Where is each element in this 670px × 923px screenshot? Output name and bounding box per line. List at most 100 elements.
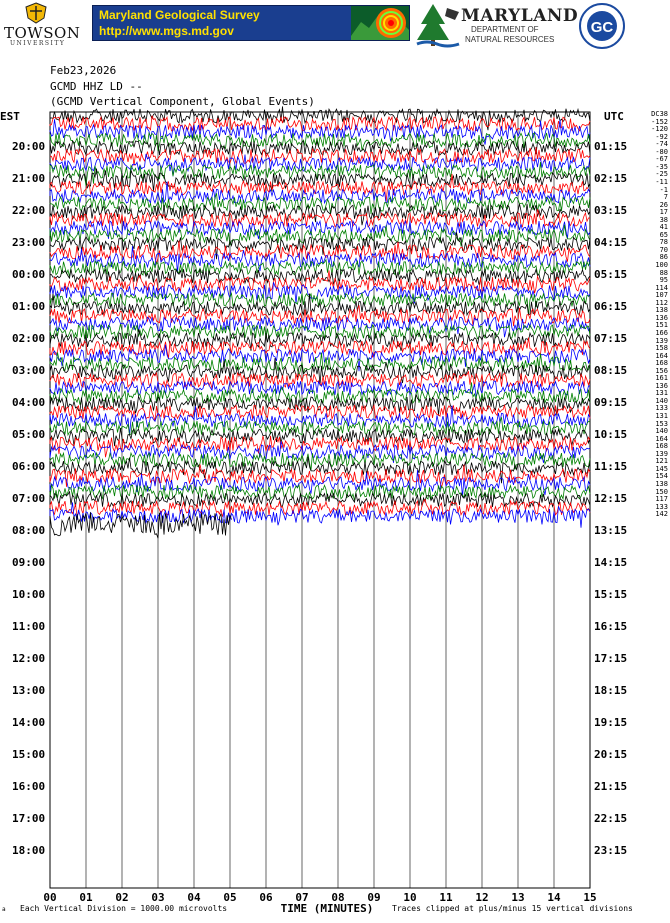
seismic-trace: [49, 483, 591, 501]
seismic-trace: [49, 498, 591, 517]
seismic-trace: [49, 427, 591, 447]
x-tick-label: 10: [403, 891, 417, 904]
seismic-trace: [49, 380, 591, 397]
utc-hour-label: 03:15: [594, 204, 628, 217]
dnr-maryland-text: MARYLAND: [461, 6, 579, 26]
towson-shield-icon: [25, 2, 47, 24]
est-hour-label: 13:00: [12, 684, 46, 697]
seismic-trace: [49, 240, 591, 265]
x-tick-label: 07: [295, 891, 309, 904]
seismic-trace: [49, 344, 591, 372]
utc-hour-label: 02:15: [594, 172, 628, 185]
trace-offset-label: 151: [655, 321, 668, 330]
garrett-college-logo[interactable]: GC: [578, 2, 626, 50]
seismic-trace: [49, 435, 591, 458]
utc-hour-label: 15:15: [594, 588, 628, 601]
towson-name: TOWSON: [4, 24, 81, 42]
trace-offset-label: 164: [655, 434, 668, 443]
seismic-trace: [49, 282, 591, 304]
seismic-trace: [49, 451, 591, 471]
seismic-trace: [49, 115, 591, 133]
x-tick-label: 06: [259, 891, 273, 904]
trace-offset-label: 138: [655, 479, 668, 488]
trace-offset-label: 138: [655, 306, 668, 315]
trace-offset-label: 7: [663, 193, 668, 202]
utc-hour-label: 13:15: [594, 524, 628, 537]
trace-offset-label: 131: [655, 412, 668, 420]
x-tick-label: 11: [439, 891, 453, 904]
utc-hour-label: 04:15: [594, 236, 628, 249]
station-label: GCMD HHZ LD --: [50, 80, 143, 93]
seismic-trace: [49, 147, 591, 166]
trace-offset-label: 100: [655, 261, 668, 269]
trace-offset-label: -11: [655, 177, 668, 186]
est-hour-label: 00:00: [12, 268, 46, 281]
seismic-trace: [49, 293, 591, 317]
trace-offset-label: 145: [655, 464, 668, 473]
est-hour-label: 16:00: [12, 780, 46, 793]
x-tick-label: 03: [151, 891, 165, 904]
trace-offset-label: 107: [655, 291, 668, 300]
trace-offset-label: 114: [655, 283, 668, 292]
towson-subtitle: UNIVERSITY: [10, 40, 66, 47]
est-axis-label: EST: [0, 110, 20, 123]
trace-offset-label: 168: [655, 359, 668, 368]
est-hour-label: 03:00: [12, 364, 46, 377]
seismic-trace: [49, 352, 591, 377]
seismic-trace: [49, 470, 591, 498]
mgs-url[interactable]: http://www.mgs.md.gov: [99, 24, 234, 38]
seismic-trace: [49, 403, 591, 422]
x-tick-label: 00: [43, 891, 57, 904]
utc-hour-label: 19:15: [594, 716, 628, 729]
trace-offset-label: 139: [655, 449, 668, 458]
seismic-trace: [49, 153, 591, 177]
seismic-trace: [49, 382, 591, 405]
trace-offset-label: -92: [655, 132, 668, 141]
est-hour-label: 22:00: [12, 204, 46, 217]
x-tick-label: 08: [331, 891, 345, 904]
x-tick-label: 14: [547, 891, 561, 904]
component-label: (GCMD Vertical Component, Global Events): [50, 95, 315, 108]
est-hour-label: 15:00: [12, 748, 46, 761]
trace-offset-label: 156: [655, 366, 668, 375]
x-tick-label: 09: [367, 891, 381, 904]
est-hour-label: 07:00: [12, 492, 46, 505]
mgs-target-icon: [351, 6, 409, 40]
seismic-trace: [49, 291, 591, 316]
x-tick-label: 05: [223, 891, 237, 904]
trace-offset-label: 133: [655, 404, 668, 413]
trace-offset-label: -74: [655, 140, 668, 149]
est-hour-label: 17:00: [12, 812, 46, 825]
utc-axis-label: UTC: [604, 110, 624, 123]
trace-offset-label: -152: [651, 117, 668, 126]
seismic-trace: [49, 203, 591, 226]
utc-hour-label: 09:15: [594, 396, 628, 409]
trace-offset-label: 95: [659, 276, 668, 285]
seismic-trace: [49, 119, 591, 145]
seismic-trace: [49, 258, 591, 277]
utc-hour-label: 12:15: [594, 492, 628, 505]
seismic-trace: [49, 394, 591, 416]
est-hour-label: 18:00: [12, 844, 46, 857]
trace-offset-label: 158: [655, 344, 668, 353]
est-hour-label: 14:00: [12, 716, 46, 729]
trace-offset-label: 70: [659, 245, 668, 254]
seismic-trace: [49, 268, 591, 285]
trace-offset-label: 153: [655, 419, 668, 428]
trace-offset-label: 136: [655, 313, 668, 322]
trace-offset-label: -67: [655, 155, 668, 164]
maryland-dnr-logo[interactable]: MARYLAND DEPARTMENT OF NATURAL RESOURCES: [415, 2, 579, 50]
trace-offset-label: DC38: [651, 110, 668, 118]
trace-offset-label: 117: [655, 495, 668, 504]
trace-offset-label: 136: [655, 381, 668, 390]
mgs-banner[interactable]: Maryland Geological Survey http://www.mg…: [92, 5, 410, 41]
utc-hour-label: 21:15: [594, 780, 628, 793]
est-hour-label: 11:00: [12, 620, 46, 633]
utc-hour-label: 05:15: [594, 268, 628, 281]
trace-offset-label: 41: [659, 223, 668, 232]
seismic-trace: [49, 219, 591, 239]
mgs-title: Maryland Geological Survey: [99, 8, 260, 22]
utc-hour-label: 11:15: [594, 460, 628, 473]
towson-university-logo[interactable]: TOWSON UNIVERSITY: [0, 0, 80, 50]
x-tick-label: 04: [187, 891, 201, 904]
